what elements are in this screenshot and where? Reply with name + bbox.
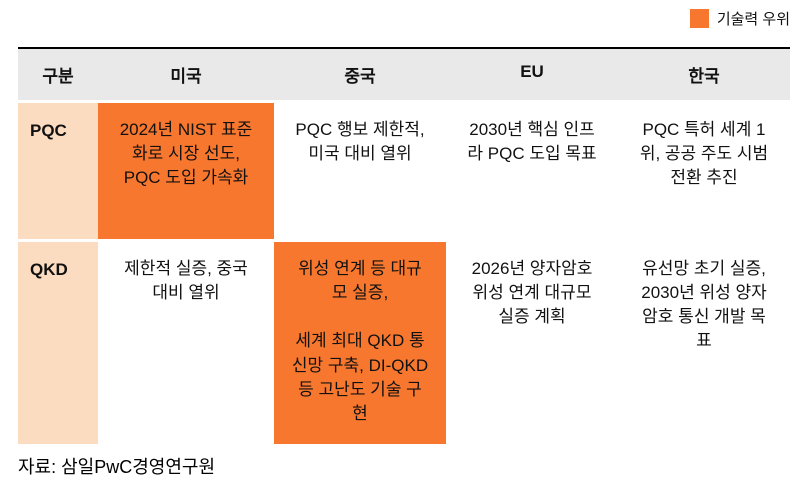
legend-label: 기술력 우위: [716, 11, 790, 28]
cell-pqc-usa: 2024년 NIST 표준화로 시장 선도, PQC 도입 가속화: [98, 103, 274, 239]
legend: 기술력 우위: [689, 8, 790, 29]
cell-qkd-korea: 유선망 초기 실증, 2030년 위성 양자암호 통신 개발 목표: [641, 259, 767, 351]
column-header-category: 구분: [18, 49, 98, 100]
legend-color-swatch: [689, 9, 709, 28]
column-header-china: 중국: [274, 49, 446, 100]
cell-qkd-china: 위성 연계 등 대규모 실증, 세계 최대 QKD 통신망 구축, DI-QKD…: [274, 242, 446, 444]
source-note: 자료: 삼일PwC경영연구원: [18, 457, 216, 477]
comparison-table: 구분 미국 중국 EU 한국 PQC 2024년 NIST 표준화로 시장 선도…: [18, 47, 790, 444]
column-header-eu: EU: [446, 49, 618, 100]
cell-pqc-korea: PQC 특허 세계 1위, 공공 주도 시범전환 추진: [639, 120, 769, 188]
cell-qkd-usa: 제한적 실증, 중국 대비 열위: [124, 259, 248, 303]
cell-pqc-eu: 2030년 핵심 인프라 PQC 도입 목표: [467, 120, 597, 164]
column-header-usa: 미국: [98, 49, 274, 100]
row-label-qkd: QKD: [18, 242, 98, 444]
column-header-korea: 한국: [618, 49, 790, 100]
cell-pqc-china: PQC 행보 제한적, 미국 대비 열위: [295, 120, 425, 164]
row-label-pqc: PQC: [18, 103, 98, 239]
cell-qkd-eu: 2026년 양자암호 위성 연계 대규모 실증 계획: [471, 259, 593, 327]
